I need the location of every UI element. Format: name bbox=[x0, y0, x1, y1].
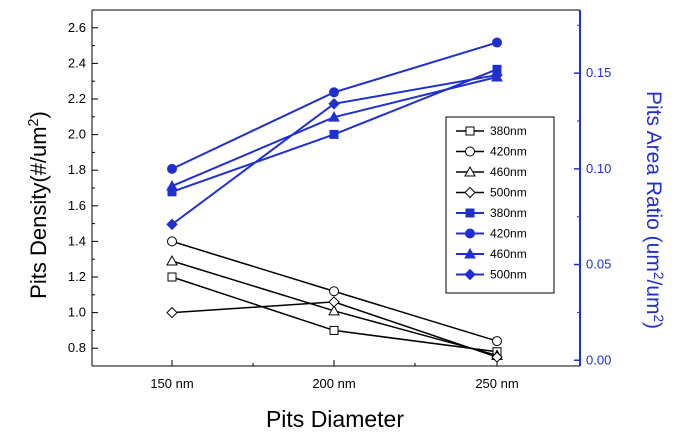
legend-swatch-marker bbox=[464, 165, 476, 177]
legend-swatch-marker bbox=[465, 208, 475, 218]
legend-label: 500nm bbox=[490, 268, 527, 282]
data-point-density-460nm bbox=[328, 304, 340, 316]
title-segment: Pits Area Ratio (um bbox=[642, 91, 665, 272]
data-point-density-420nm bbox=[492, 336, 502, 347]
y-tick-label: 2.4 bbox=[68, 55, 86, 70]
x-axis-title: Pits Diameter bbox=[266, 406, 404, 432]
legend-label: 380nm bbox=[490, 124, 527, 138]
x-tick-label: 200 nm bbox=[312, 376, 355, 391]
y2-axis-title: Pits Area Ratio (um2/um2) bbox=[642, 91, 667, 329]
y-tick-label: 1.6 bbox=[68, 198, 86, 213]
title-segment: ) bbox=[642, 322, 665, 329]
legend-swatch-marker bbox=[465, 228, 475, 239]
data-point-area-460nm bbox=[166, 180, 178, 191]
data-point-density-420nm bbox=[329, 286, 339, 297]
title-segment: /um bbox=[642, 279, 665, 314]
data-point-density-500nm bbox=[328, 296, 340, 308]
data-point-area-380nm bbox=[329, 129, 339, 139]
y-tick-label: 0.8 bbox=[68, 340, 86, 355]
x-tick-label: 250 nm bbox=[475, 376, 518, 391]
data-point-density-500nm bbox=[166, 306, 178, 319]
data-point-density-420nm bbox=[167, 236, 177, 247]
legend-label: 380nm bbox=[490, 206, 527, 220]
data-point-density-460nm bbox=[166, 254, 178, 266]
data-point-area-500nm bbox=[328, 98, 340, 110]
y2-tick-label: 0.00 bbox=[586, 352, 611, 367]
legend-label: 460nm bbox=[490, 247, 527, 261]
title-segment: ) bbox=[26, 111, 51, 118]
y-tick-label: 1.0 bbox=[68, 305, 86, 320]
legend-swatch-marker bbox=[465, 126, 475, 136]
data-point-area-500nm bbox=[166, 218, 178, 231]
legend-swatch-marker bbox=[464, 247, 476, 259]
legend-label: 420nm bbox=[490, 145, 527, 159]
data-point-area-500nm bbox=[491, 69, 503, 81]
y-tick-label: 1.8 bbox=[68, 162, 86, 177]
y-tick-label: 1.4 bbox=[68, 233, 86, 248]
legend-label: 460nm bbox=[490, 165, 527, 179]
y2-tick-label: 0.15 bbox=[586, 65, 611, 80]
title-segment: Pits Density(#/um bbox=[26, 126, 51, 298]
y-axis-title: Pits Density(#/um2) bbox=[26, 111, 51, 299]
y2-tick-label: 0.10 bbox=[586, 161, 611, 176]
data-point-area-420nm bbox=[492, 37, 502, 48]
data-point-area-420nm bbox=[167, 163, 177, 174]
data-point-area-460nm bbox=[328, 111, 340, 122]
legend-label: 500nm bbox=[490, 186, 527, 200]
plot-area: 0.8 1.0 1.2 1.4 1.6 1.8 2.0 2.2 2.4 2.6 0.00 0.05 0.… bbox=[68, 9, 611, 391]
y2-tick-label: 0.05 bbox=[586, 257, 611, 272]
x-tick-label: 150 nm bbox=[150, 376, 193, 391]
legend-swatch-marker bbox=[464, 186, 476, 199]
data-point-density-380nm bbox=[329, 325, 339, 335]
title-segment: 2 bbox=[652, 314, 667, 322]
legend-box bbox=[445, 116, 555, 294]
data-point-density-500nm bbox=[491, 351, 503, 363]
y-tick-label: 2.2 bbox=[68, 91, 86, 106]
data-point-area-420nm bbox=[329, 87, 339, 98]
y-axis-title-text: Pits Density(#/um2) bbox=[26, 111, 51, 299]
title-segment: 2 bbox=[652, 272, 667, 280]
legend-label: 420nm bbox=[490, 227, 527, 241]
title-segment: 2 bbox=[26, 118, 42, 126]
y-tick-label: 2.0 bbox=[68, 127, 86, 142]
legend-swatch-marker bbox=[464, 268, 476, 281]
legend-swatch-marker bbox=[465, 146, 475, 157]
y2-axis-title-text: Pits Area Ratio (um2/um2) bbox=[642, 91, 667, 329]
y-tick-label: 1.2 bbox=[68, 269, 86, 284]
y-tick-label: 2.6 bbox=[68, 20, 86, 35]
data-point-density-380nm bbox=[167, 272, 177, 282]
